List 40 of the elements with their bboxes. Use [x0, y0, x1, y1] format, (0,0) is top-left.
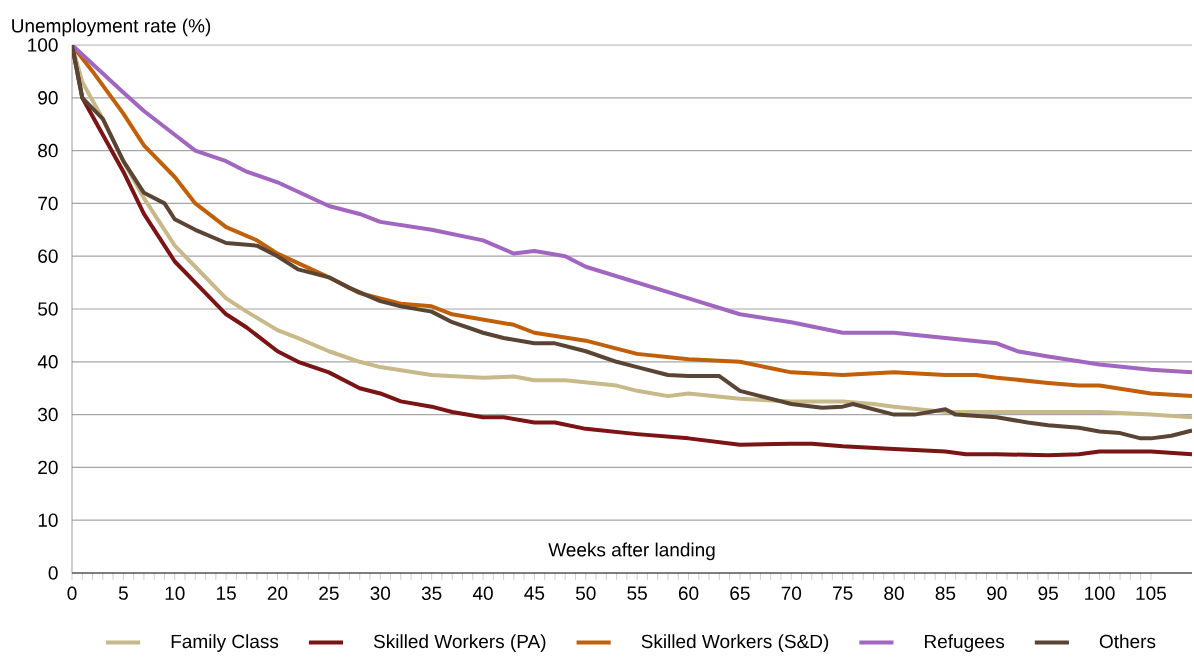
y-tick-label: 50 — [38, 302, 58, 316]
x-tick-label: 75 — [833, 586, 853, 600]
legend-label: Skilled Workers (PA) — [373, 634, 546, 652]
y-tick-label: 80 — [38, 143, 58, 158]
x-tick-label: 60 — [678, 586, 699, 601]
x-tick-label: 25 — [319, 586, 339, 601]
x-tick-label: 20 — [267, 586, 288, 601]
y-tick-label: 60 — [38, 249, 58, 263]
x-tick-label: 70 — [781, 586, 802, 601]
legend-label: Refugees — [925, 634, 1005, 652]
x-tick-label: 35 — [421, 586, 442, 601]
y-tick-label: 10 — [38, 513, 58, 527]
x-tick-label: 10 — [165, 586, 185, 601]
x-tick-label: 0 — [67, 586, 77, 601]
x-tick-label: 80 — [884, 586, 904, 601]
x-tick-label: 45 — [524, 586, 545, 600]
legend-label: Family Class — [171, 634, 279, 652]
x-tick-label: 100 — [1085, 586, 1115, 601]
y-tick-label: 100 — [28, 38, 58, 52]
x-tick-label: 85 — [935, 586, 956, 601]
x-tick-label: 5 — [118, 586, 128, 600]
x-tick-label: 40 — [472, 586, 493, 601]
y-tick-label: 40 — [37, 355, 58, 369]
y-tick-label: 30 — [38, 407, 58, 422]
x-tick-label: 50 — [575, 586, 596, 601]
x-tick-label: 30 — [370, 586, 391, 601]
x-tick-label: 105 — [1136, 586, 1166, 601]
x-axis-title: Weeks after landing — [548, 542, 715, 561]
x-tick-label: 15 — [217, 586, 236, 600]
y-tick-label: 90 — [38, 91, 58, 105]
x-tick-label: 95 — [1038, 586, 1058, 601]
legend-label: Others — [1099, 634, 1156, 649]
legend-label: Skilled Workers (S&D) — [641, 634, 829, 652]
y-tick-label: 0 — [48, 566, 58, 580]
y-tick-label: 70 — [38, 196, 58, 211]
y-tick-label: 20 — [38, 460, 58, 475]
y-axis-title: Unemployment rate (%) — [12, 18, 211, 37]
x-tick-label: 90 — [987, 586, 1007, 601]
x-tick-label: 55 — [627, 586, 647, 600]
x-tick-label: 65 — [730, 586, 750, 601]
